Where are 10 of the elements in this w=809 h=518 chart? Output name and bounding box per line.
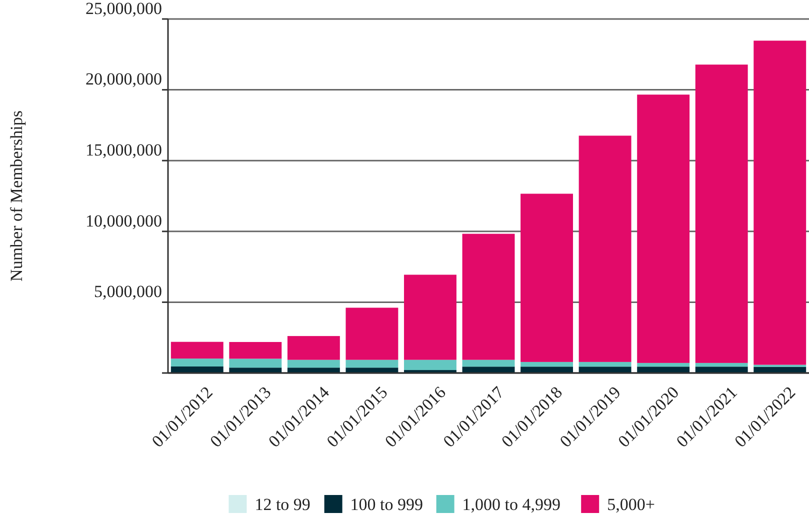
legend-label: 1,000 to 4,999 bbox=[462, 494, 561, 514]
legend-label: 12 to 99 bbox=[254, 494, 310, 514]
y-tick-label: 25,000,000 bbox=[86, 0, 162, 18]
y-tick-label: 20,000,000 bbox=[86, 70, 162, 89]
y-tick-label: 10,000,000 bbox=[86, 211, 162, 230]
y-tick-label: 15,000,000 bbox=[86, 140, 162, 160]
legend-label: 5,000+ bbox=[607, 494, 655, 514]
y-axis-title: Number of Memberships bbox=[7, 110, 26, 282]
y-tick-label: 5,000,000 bbox=[94, 282, 162, 302]
legend-label: 100 to 999 bbox=[350, 494, 424, 514]
